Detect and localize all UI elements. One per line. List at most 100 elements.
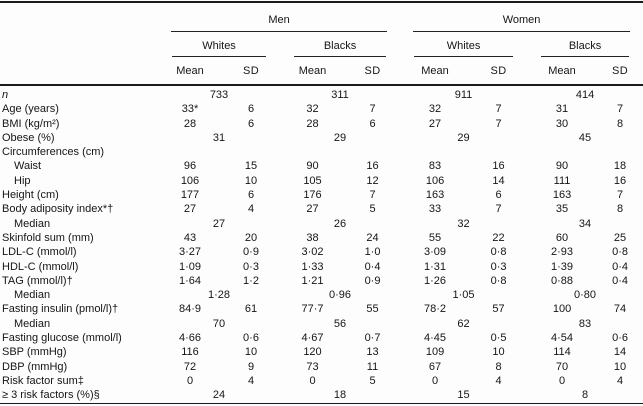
subgroup-header-women-whites: Whites: [400, 32, 527, 57]
table-row: DBP (mmHg) 72 9 73 11 67 8 70 10: [0, 360, 643, 374]
cell-sd: 14: [613, 346, 627, 359]
cell-sd: 7: [369, 189, 376, 202]
cell-mean: 43: [183, 231, 197, 244]
cell-mean: 31: [555, 103, 569, 116]
cell-sd: 8: [616, 117, 624, 130]
cell-group-value: 1·05: [452, 289, 475, 302]
stub-cell: [0, 57, 158, 85]
cell-sd: 0·9: [364, 274, 381, 287]
cell-group-value: 1·28: [207, 289, 231, 302]
cell-group-value: 311: [331, 89, 349, 101]
cell-sd: 57: [492, 303, 505, 316]
cell-mean: 72: [183, 360, 197, 373]
cell-mean: 77·7: [301, 303, 324, 316]
cell-mean: 27: [306, 203, 319, 216]
cell-sd: 7: [495, 203, 502, 216]
cell-mean: 2·93: [551, 246, 574, 259]
cell-sd: 8: [495, 360, 502, 373]
group-header-row: Men Women: [0, 2, 643, 32]
col-header-mean: Mean: [298, 64, 327, 77]
cell-sd: 7: [495, 117, 502, 130]
cell-mean: 1·21: [301, 274, 324, 287]
row-label: Risk factor sum‡: [2, 374, 84, 387]
cell-sd: 7: [495, 103, 502, 116]
cell-mean: 114: [553, 346, 571, 359]
cell-sd: 14: [492, 174, 505, 187]
row-label: TAG (mmol/l)†: [2, 274, 73, 287]
cell-mean: 1·39: [551, 260, 574, 273]
cell-mean: 0: [558, 374, 566, 387]
row-label: n: [2, 89, 9, 101]
cell-sd: 18: [613, 160, 627, 173]
table-row: Risk factor sum‡ 0 4 0 5 0 4 0 4: [0, 374, 643, 388]
row-label: LDL-C (mmol/l): [2, 246, 77, 259]
table-row: Fasting insulin (pmol/l)† 84·9 61 77·7 55 78·…: [0, 302, 643, 316]
cell-sd: 10: [492, 346, 505, 359]
cell-mean: 4·45: [424, 332, 447, 345]
cell-sd: 25: [613, 231, 627, 244]
cell-mean: 30: [555, 117, 569, 130]
cell-group-value: 15: [457, 389, 470, 402]
cell-group-value: 24: [212, 389, 226, 402]
cell-mean: 163: [552, 189, 572, 202]
cell-mean: 177: [180, 189, 200, 202]
cell-mean: 28: [183, 117, 197, 130]
cell-mean: 0: [309, 374, 316, 387]
row-label: Median: [14, 289, 51, 302]
cell-mean: 55: [428, 231, 442, 244]
row-label: Circumferences (cm): [2, 146, 105, 159]
cell-sd: 20: [244, 231, 258, 244]
col-header-sd: SD: [490, 64, 507, 77]
cell-mean: 163: [425, 189, 445, 202]
cell-sd: 0·9: [243, 246, 259, 259]
cell-sd: 0·8: [490, 246, 507, 259]
cell-sd: 6: [369, 117, 376, 130]
row-label: Fasting glucose (mmol/l): [2, 332, 122, 345]
row-label: Height (cm): [2, 189, 59, 202]
cell-sd: 15: [244, 160, 258, 173]
row-label: SBP (mmHg): [2, 346, 67, 359]
cell-group-value: 8: [581, 389, 589, 402]
cell-mean: 100: [552, 303, 572, 316]
group-header-women: Women: [400, 2, 643, 32]
row-label: Skinfold sum (mm): [2, 231, 94, 244]
cell-mean: 0: [431, 374, 439, 387]
table-row: HDL-C (mmol/l) 1·09 0·3 1·33 0·4 1·31 0·3 1·39 0…: [0, 260, 643, 274]
group-header-men: Men: [158, 2, 400, 32]
table-row: Median 1·28 0·96 1·05 0·80: [0, 288, 643, 302]
cell-mean: 3·09: [424, 246, 447, 259]
group-label-women: Women: [413, 14, 631, 32]
cell-mean: 1·31: [424, 260, 447, 273]
cell-mean: 28: [306, 117, 319, 130]
cell-group-value: 32: [457, 217, 470, 230]
cell-mean: 27: [183, 203, 197, 216]
row-label: HDL-C (mmol/l): [2, 260, 79, 273]
cell-mean: 35: [555, 203, 569, 216]
cell-group-value: 62: [457, 317, 470, 330]
table-row: LDL-C (mmol/l) 3·27 0·9 3·02 1·0 3·09 0·8 2·93 0…: [0, 245, 643, 259]
cell-mean: 109: [425, 346, 445, 359]
col-header-mean: Mean: [176, 64, 204, 77]
cell-sd: 4: [495, 374, 502, 387]
cell-sd: 6: [247, 117, 255, 130]
cell-group-value: 34: [578, 217, 592, 230]
subgroup-header-row: Whites Blacks Whites Blacks: [0, 32, 643, 57]
table-row: TAG (mmol/l)† 1·64 1·2 1·21 0·9 1·26 0·8 0·88 0·…: [0, 274, 643, 288]
cell-sd: 6: [247, 189, 255, 202]
cell-sd: 13: [366, 346, 379, 359]
cell-mean: 116: [181, 346, 199, 359]
group-label-men: Men: [171, 14, 388, 32]
cell-mean: 96: [183, 160, 197, 173]
cell-mean: 0: [186, 374, 194, 387]
cell-sd: 10: [244, 174, 258, 187]
cell-mean: 32: [428, 103, 442, 116]
cell-sd: 74: [613, 303, 627, 316]
cell-sd: 16: [366, 160, 379, 173]
cell-mean: 90: [555, 160, 569, 173]
table-row: Waist 96 15 90 16 83 16 90 18: [0, 159, 643, 173]
cell-group-value: 70: [212, 317, 226, 330]
cell-group-value: 27: [212, 217, 226, 230]
table-body: n 733 311 911 414 Age (years) 33* 6 32 7 32 7 31 7 BMI…: [0, 85, 643, 404]
table-header: Men Women Whites Blacks Whites Blacks: [0, 2, 643, 85]
